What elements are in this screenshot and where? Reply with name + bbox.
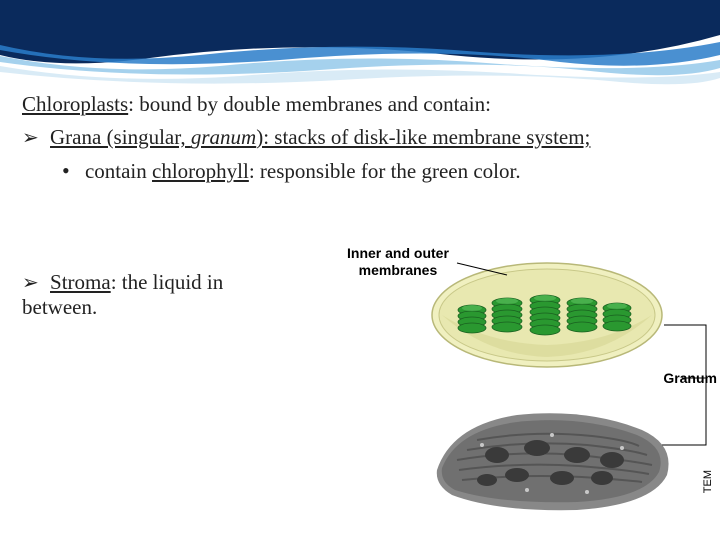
diagram-area: Inner and outermembranes	[312, 245, 720, 535]
wave-header	[0, 0, 720, 95]
line-stroma: Stroma: the liquid in between.	[22, 270, 282, 320]
line-chloroplasts: Chloroplasts: bound by double membranes …	[22, 92, 710, 117]
line3-rest: : responsible for the green color.	[249, 159, 521, 183]
line3-pre: contain	[85, 159, 152, 183]
label-tem: TEM	[702, 470, 714, 493]
line-grana: Grana (singular, granum): stacks of disk…	[22, 125, 710, 150]
slide-text-content: Chloroplasts: bound by double membranes …	[22, 92, 710, 208]
tem-micrograph	[427, 400, 677, 515]
word-chlorophyll: chlorophyll	[152, 159, 249, 183]
word-grana: Grana (singular, granum): stacks of disk…	[50, 125, 590, 149]
line-chlorophyll: contain chlorophyll: responsible for the…	[62, 158, 710, 184]
label-granum: Granum	[663, 370, 717, 386]
word-chloroplasts: Chloroplasts	[22, 92, 128, 116]
word-stroma: Stroma	[50, 270, 111, 294]
line1-rest: : bound by double membranes and contain:	[128, 92, 491, 116]
